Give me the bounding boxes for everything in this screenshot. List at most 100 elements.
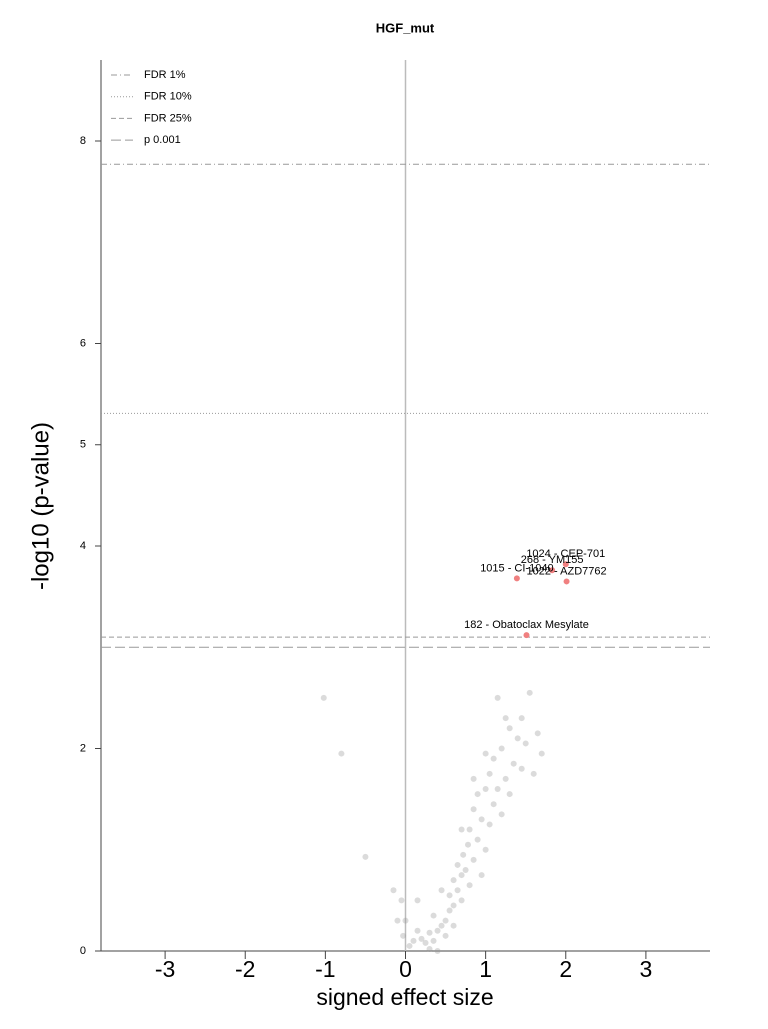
point-label: 1024 - CEP-701 bbox=[526, 548, 605, 560]
point bbox=[466, 882, 473, 889]
highlight-point bbox=[549, 567, 556, 574]
point bbox=[450, 902, 457, 909]
x-tick-label: 0 bbox=[399, 956, 412, 982]
point bbox=[454, 887, 461, 894]
chart-title: HGF_mut bbox=[376, 20, 435, 35]
point bbox=[534, 730, 541, 737]
point bbox=[422, 939, 429, 946]
point bbox=[442, 917, 449, 924]
x-tick-label: -3 bbox=[155, 956, 175, 982]
y-tick-label: 5 bbox=[80, 439, 86, 451]
point bbox=[486, 821, 493, 828]
point bbox=[510, 760, 517, 767]
x-tick-label: 2 bbox=[559, 956, 572, 982]
point bbox=[490, 755, 497, 762]
point bbox=[530, 770, 537, 777]
point bbox=[434, 948, 441, 954]
point bbox=[478, 816, 485, 823]
point bbox=[514, 735, 521, 742]
y-axis-label: -log10 (p-value) bbox=[27, 422, 54, 590]
highlight-point bbox=[563, 578, 570, 585]
legend-label: FDR 25% bbox=[144, 112, 192, 124]
point bbox=[518, 765, 525, 772]
point bbox=[458, 872, 465, 879]
point bbox=[338, 750, 345, 757]
x-axis-label: signed effect size bbox=[316, 984, 493, 1010]
point bbox=[498, 811, 505, 818]
point bbox=[506, 791, 513, 798]
point bbox=[490, 801, 497, 808]
point bbox=[406, 942, 413, 949]
point bbox=[438, 922, 445, 929]
point bbox=[446, 907, 453, 914]
point bbox=[462, 867, 469, 873]
point bbox=[450, 922, 457, 929]
y-tick-label: 8 bbox=[80, 135, 86, 147]
legend-label: p 0.001 bbox=[144, 134, 181, 146]
point-label: 182 - Obatoclax Mesylate bbox=[464, 619, 589, 631]
point bbox=[454, 861, 461, 868]
y-tick-label: 2 bbox=[80, 742, 86, 754]
point bbox=[434, 927, 441, 934]
point bbox=[438, 887, 445, 894]
point bbox=[450, 877, 457, 884]
y-tick-label: 6 bbox=[80, 337, 86, 349]
point bbox=[498, 745, 505, 752]
point bbox=[414, 897, 421, 904]
point bbox=[470, 856, 477, 863]
highlight-point bbox=[513, 575, 520, 582]
point bbox=[502, 775, 509, 782]
point bbox=[522, 740, 529, 747]
point bbox=[494, 786, 501, 792]
point bbox=[394, 917, 401, 924]
x-tick-label: 1 bbox=[479, 956, 492, 982]
legend-label: FDR 1% bbox=[144, 69, 186, 81]
point bbox=[402, 917, 409, 924]
point bbox=[538, 750, 545, 757]
point-label: 268 - YM155 bbox=[521, 554, 584, 566]
point bbox=[482, 750, 489, 757]
point bbox=[430, 937, 437, 944]
point bbox=[320, 694, 327, 701]
point bbox=[446, 892, 453, 899]
highlight-point bbox=[562, 561, 569, 568]
point bbox=[442, 932, 449, 939]
point bbox=[526, 689, 533, 696]
point bbox=[398, 897, 405, 904]
y-tick-label: 0 bbox=[80, 945, 86, 957]
y-tick-label: 4 bbox=[80, 540, 86, 552]
point bbox=[430, 912, 437, 919]
point bbox=[466, 826, 473, 833]
point bbox=[478, 872, 485, 879]
point bbox=[418, 935, 425, 942]
x-tick-label: -1 bbox=[315, 956, 335, 982]
point bbox=[470, 775, 477, 782]
point bbox=[486, 770, 493, 777]
point-label: 1022 - AZD7762 bbox=[527, 565, 607, 577]
point bbox=[460, 851, 467, 858]
point bbox=[458, 897, 465, 904]
point bbox=[518, 715, 525, 722]
point bbox=[426, 929, 433, 936]
point bbox=[502, 715, 509, 722]
point bbox=[414, 927, 421, 934]
highlight-point bbox=[523, 632, 530, 639]
point bbox=[470, 806, 477, 813]
x-tick-label: -2 bbox=[235, 956, 255, 982]
point bbox=[390, 887, 397, 894]
point bbox=[410, 937, 417, 944]
point bbox=[474, 791, 481, 798]
point bbox=[506, 725, 513, 732]
x-tick-label: 3 bbox=[639, 956, 652, 982]
point bbox=[362, 853, 369, 860]
point bbox=[458, 826, 465, 833]
point bbox=[400, 932, 407, 939]
point bbox=[482, 786, 489, 792]
point bbox=[474, 836, 481, 843]
legend-label: FDR 10% bbox=[144, 91, 192, 103]
point bbox=[494, 694, 501, 701]
point bbox=[482, 846, 489, 853]
point bbox=[426, 945, 433, 952]
